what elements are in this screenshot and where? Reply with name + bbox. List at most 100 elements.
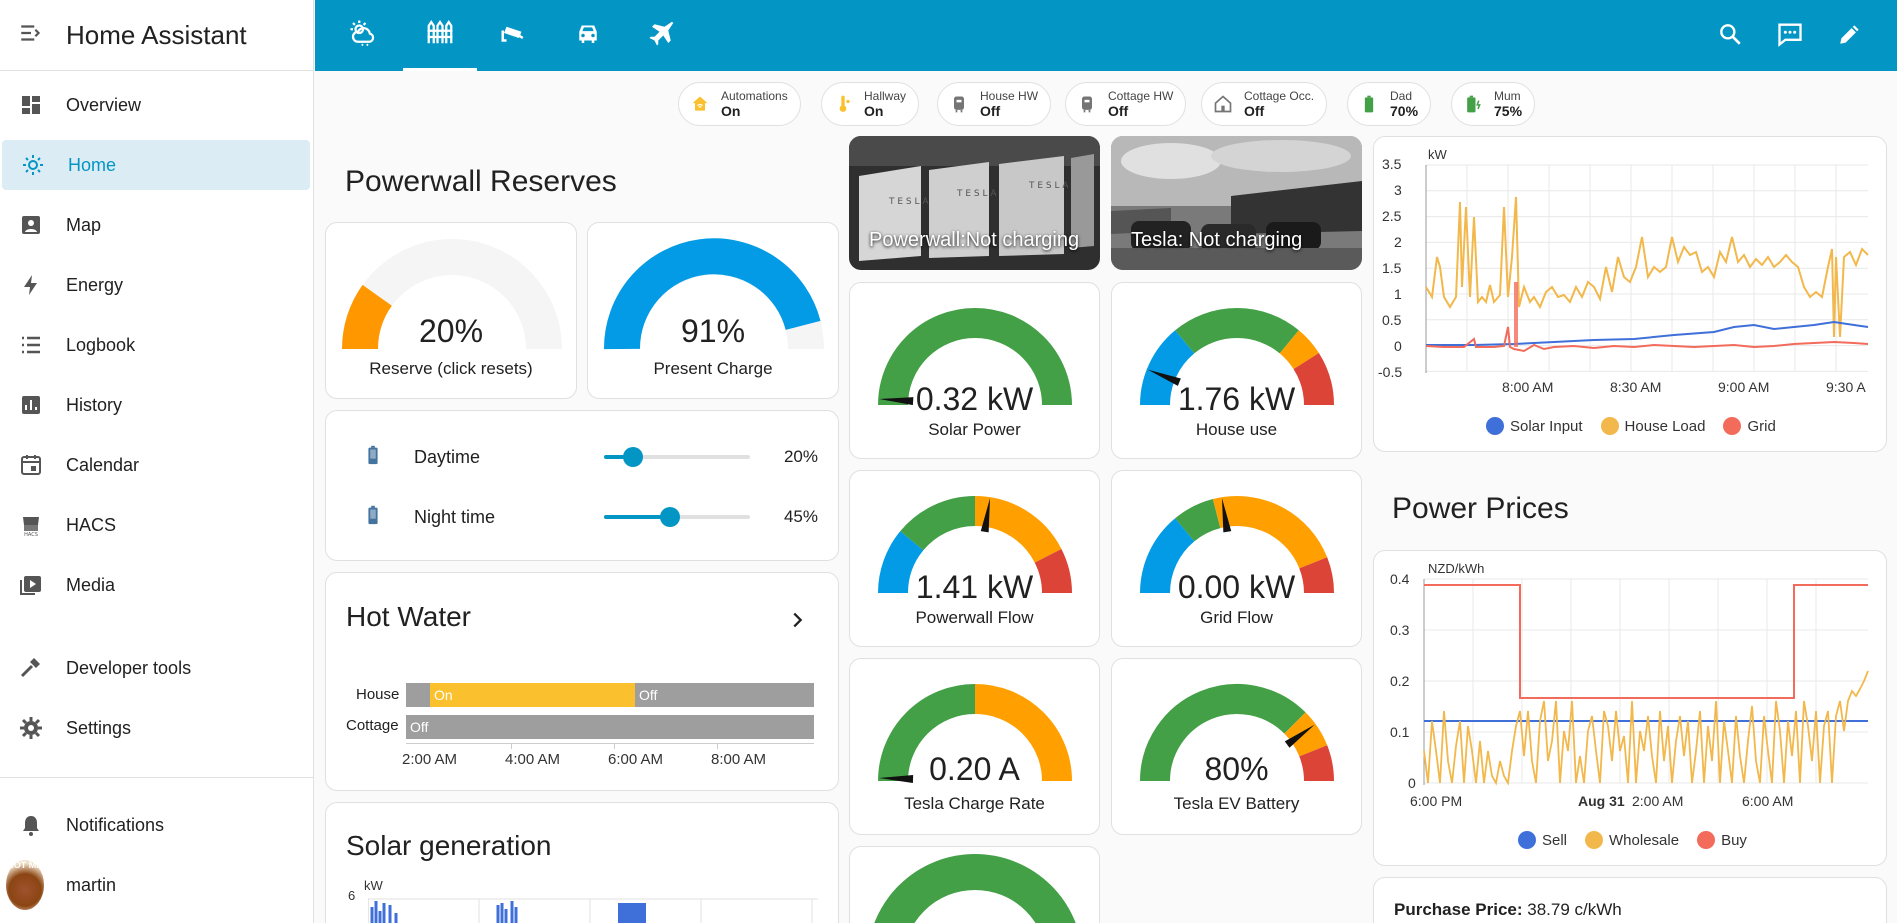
sidebar-item-label: Calendar: [66, 454, 140, 475]
picture-card-powerwall[interactable]: T E S L A T E S L A T E S L A Powerwall:…: [849, 136, 1100, 270]
sidebar-item-hacs[interactable]: HACS HACS: [0, 500, 310, 550]
gauge-value: 1.41 kW: [915, 569, 1034, 605]
sidebar-item-notifications[interactable]: Notifications: [0, 800, 310, 850]
sidebar-item-logbook[interactable]: Logbook: [0, 320, 310, 370]
gauge-segment: [1283, 712, 1328, 757]
gauge-card-powerwall-flow[interactable]: 1.41 kW Powerwall Flow: [849, 470, 1100, 647]
purchase-price-card: Purchase Price: 38.79 c/kWh: [1373, 877, 1887, 923]
sidebar-item-settings[interactable]: Settings: [0, 703, 310, 753]
picture-card-tesla[interactable]: Tesla: Not charging: [1111, 136, 1362, 270]
home-automation-icon: [689, 93, 711, 115]
sidebar-item-history[interactable]: History: [0, 380, 310, 430]
sidebar-item-user[interactable]: NOT MA martin: [0, 860, 310, 910]
pencil-icon: [1837, 21, 1863, 52]
timeline-segment-off: Off: [635, 683, 814, 707]
legend-item-buy[interactable]: Buy: [1697, 831, 1747, 849]
sidebar-item-overview[interactable]: Overview: [0, 80, 310, 130]
airplane-icon: [647, 18, 677, 53]
legend-item-house-load[interactable]: House Load: [1600, 417, 1706, 435]
gauge-card-tesla-ev-battery[interactable]: 80% Tesla EV Battery: [1111, 658, 1362, 835]
tesla-photo: [1111, 136, 1362, 270]
tab-cctv[interactable]: [477, 0, 551, 71]
sidebar-item-energy[interactable]: Energy: [0, 260, 310, 310]
y-tick: 0.5: [1382, 312, 1402, 328]
chevron-right-icon[interactable]: [786, 609, 808, 636]
slider-knob[interactable]: [659, 507, 680, 527]
timeline-label-house: House: [356, 686, 400, 703]
present-charge-value: 91%: [680, 313, 746, 349]
edit-button[interactable]: [1828, 14, 1872, 58]
assist-button[interactable]: [1768, 14, 1812, 58]
sidebar-item-label: Settings: [66, 717, 132, 738]
gauge-card-reserve[interactable]: 20% Reserve (click resets): [325, 222, 577, 399]
tab-weather[interactable]: [326, 0, 400, 71]
sidebar-item-map[interactable]: Map: [0, 200, 310, 250]
sidebar-item-calendar[interactable]: Calendar: [0, 440, 310, 490]
menu-toggle-icon[interactable]: [18, 20, 44, 51]
badge-mum[interactable]: Mum 75%: [1451, 82, 1536, 126]
tab-home[interactable]: [403, 0, 477, 71]
gauge-card-grid-flow[interactable]: 0.00 kW Grid Flow: [1111, 470, 1362, 647]
badge-dad[interactable]: Dad 70%: [1347, 82, 1432, 126]
y-tick: 1: [1394, 286, 1402, 302]
gauge-needle: [879, 775, 914, 784]
cctv-icon: [499, 18, 529, 53]
badge-house-hw[interactable]: House HW Off: [937, 82, 1052, 126]
reserve-name: Reserve (click resets): [369, 359, 533, 378]
app-title: Home Assistant: [66, 19, 247, 50]
gauge-card-tesla-charge-rate[interactable]: 0.20 A Tesla Charge Rate: [849, 658, 1100, 835]
gauge-needle: [1221, 498, 1232, 533]
hacs-icon: HACS: [18, 512, 44, 538]
tab-car[interactable]: [551, 0, 625, 71]
slider-knob[interactable]: [623, 447, 644, 467]
gauge-value: 1.76 kW: [1177, 381, 1296, 417]
reserve-sliders-card: Daytime 20% Night time 45%: [325, 410, 839, 561]
calendar-icon: [18, 452, 44, 478]
legend-item-solar-input[interactable]: Solar Input: [1486, 417, 1583, 435]
chart-legend: Solar Input House Load Grid: [1486, 417, 1794, 435]
daytime-slider[interactable]: [604, 447, 750, 467]
legend-label: Solar Input: [1510, 417, 1583, 435]
gauge-needle: [879, 397, 914, 406]
legend-label: Grid: [1747, 417, 1776, 435]
badge-name: Mum: [1494, 88, 1521, 103]
legend-dot: [1600, 417, 1619, 435]
tab-travel[interactable]: [625, 0, 699, 71]
badge-hallway[interactable]: Hallway On: [821, 82, 920, 126]
solar-generation-title: Solar generation: [346, 830, 552, 861]
gauge-segment: [1293, 353, 1334, 406]
sidebar-item-label: Logbook: [66, 334, 136, 355]
legend-item-wholesale[interactable]: Wholesale: [1585, 831, 1679, 849]
solar-generation-card: Solar generation kW 6: [325, 802, 839, 923]
present-charge-name: Present Charge: [653, 359, 773, 378]
timeline-segment-on: On: [430, 683, 635, 707]
legend-label: House Load: [1624, 417, 1706, 435]
gauge-card-solar-power[interactable]: 0.32 kW Solar Power: [849, 282, 1100, 459]
power-history-chart: [1425, 164, 1869, 373]
hammer-icon: [18, 655, 44, 681]
sidebar-item-home[interactable]: Home: [2, 140, 310, 190]
gauge-card-house-use[interactable]: 1.76 kW House use: [1111, 282, 1362, 459]
chart-unit: NZD/kWh: [1428, 561, 1485, 576]
section-title-power-prices: Power Prices: [1392, 492, 1569, 525]
badge-cottage-hw[interactable]: Cottage HW Off: [1065, 82, 1187, 126]
gauge-name: Tesla Charge Rate: [904, 794, 1045, 813]
gauge-segment: [1034, 548, 1072, 594]
y-tick: 0.4: [1390, 571, 1410, 587]
home-sun-icon: [20, 152, 46, 178]
night-time-slider[interactable]: [604, 507, 750, 527]
gauge-card-partial[interactable]: [849, 846, 1100, 923]
sidebar-item-developer-tools[interactable]: Developer tools: [0, 643, 310, 693]
slider-fill: [604, 515, 670, 519]
sidebar-item-label: Overview: [66, 94, 142, 115]
sidebar-item-label: Media: [66, 574, 116, 595]
search-button[interactable]: [1708, 14, 1752, 58]
legend-item-grid[interactable]: Grid: [1723, 417, 1776, 435]
sidebar-item-media[interactable]: Media: [0, 560, 310, 610]
badge-name: Cottage HW: [1108, 88, 1174, 103]
badge-value: Off: [980, 102, 1001, 119]
legend-item-sell[interactable]: Sell: [1518, 831, 1567, 849]
badge-cottage-occupancy[interactable]: Cottage Occ. Off: [1201, 82, 1328, 126]
gauge-house-use: [1140, 308, 1334, 406]
badge-automations[interactable]: Automations On: [678, 82, 801, 126]
